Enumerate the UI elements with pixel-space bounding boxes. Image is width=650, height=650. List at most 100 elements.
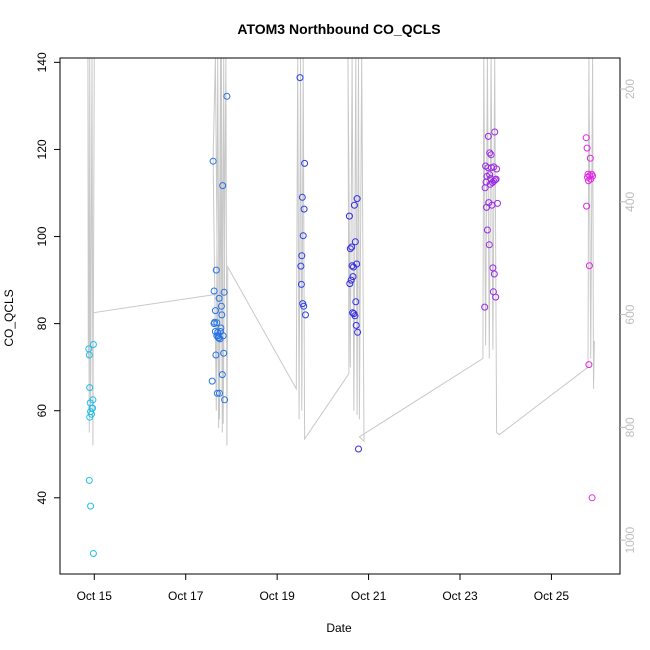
x-tick-label: Oct 17 <box>168 589 204 603</box>
data-point <box>353 195 361 203</box>
y-tick-label: 60 <box>35 404 49 418</box>
data-point <box>219 182 227 190</box>
data-point <box>348 262 356 270</box>
data-point <box>297 262 305 270</box>
data-point <box>493 165 501 173</box>
data-point <box>215 334 223 342</box>
data-point <box>353 260 361 268</box>
data-point <box>87 502 95 510</box>
right-tick-label: 200 <box>623 79 637 99</box>
data-point <box>490 270 498 278</box>
data-point <box>297 280 305 288</box>
data-point <box>89 550 97 557</box>
data-point <box>346 280 354 288</box>
data-point <box>215 294 223 302</box>
data-point <box>89 396 97 404</box>
data-point <box>585 361 593 369</box>
y-axis-label: CO_QCLS <box>2 289 16 346</box>
data-point <box>585 177 592 185</box>
data-point <box>211 328 219 335</box>
x-tick-label: Oct 15 <box>77 589 113 603</box>
data-point <box>89 341 97 348</box>
data-points <box>85 74 597 557</box>
data-point <box>220 349 228 357</box>
data-point <box>483 226 491 234</box>
data-point <box>585 262 593 270</box>
data-point <box>299 232 307 240</box>
y-tick-label: 140 <box>35 52 49 72</box>
data-point <box>211 307 219 315</box>
data-point <box>351 238 359 246</box>
data-point <box>490 177 498 185</box>
x-axis-label: Date <box>326 621 352 635</box>
data-point <box>491 128 499 136</box>
right-tick-label: 400 <box>623 191 637 211</box>
data-point <box>221 396 229 404</box>
data-point <box>218 371 226 379</box>
data-point <box>213 332 221 340</box>
data-point <box>586 172 594 180</box>
plot-box <box>59 57 621 575</box>
data-point <box>354 328 362 336</box>
y-tick-label: 80 <box>35 317 49 331</box>
data-point <box>223 92 231 100</box>
data-point <box>300 302 308 310</box>
data-point <box>485 241 493 249</box>
data-point <box>350 201 358 209</box>
x-tick-label: Oct 23 <box>442 589 478 603</box>
data-point <box>586 154 594 162</box>
data-point <box>588 494 596 502</box>
x-tick-label: Oct 21 <box>351 589 387 603</box>
data-point <box>582 134 590 142</box>
data-point <box>348 243 356 251</box>
data-point <box>486 149 494 157</box>
data-point <box>210 320 218 328</box>
data-point <box>209 157 217 165</box>
data-point <box>486 171 494 179</box>
axes: Oct 15 Oct 17 Oct 19 Oct 21 Oct 23 Oct 25 40 60… <box>35 52 637 603</box>
data-point <box>492 175 500 183</box>
data-point <box>481 303 489 311</box>
data-point <box>216 389 223 397</box>
y-tick-label: 100 <box>35 226 49 246</box>
data-point <box>296 74 304 82</box>
right-tick-label: 800 <box>623 417 637 437</box>
data-point <box>352 298 360 306</box>
data-point <box>300 205 308 213</box>
data-point <box>85 476 93 484</box>
data-point <box>346 245 354 253</box>
data-point <box>217 302 225 310</box>
data-point <box>212 266 220 274</box>
data-point <box>220 288 228 296</box>
data-point <box>589 172 597 180</box>
data-point <box>217 324 225 332</box>
y-tick-label: 40 <box>35 491 49 505</box>
data-point <box>86 384 94 392</box>
data-point <box>218 311 226 319</box>
x-tick-label: Oct 25 <box>534 589 570 603</box>
data-point <box>212 351 220 359</box>
data-point <box>88 404 96 412</box>
data-point <box>494 199 501 207</box>
data-point <box>351 312 359 320</box>
right-tick-label: 1000 <box>623 526 637 553</box>
data-point <box>298 193 306 201</box>
data-point <box>583 144 591 152</box>
data-point <box>355 445 362 453</box>
data-point <box>208 377 216 385</box>
data-point <box>301 159 309 167</box>
data-point <box>210 287 218 295</box>
data-point <box>298 252 306 260</box>
data-point <box>85 351 93 359</box>
data-point <box>352 321 360 329</box>
x-tick-label: Oct 19 <box>259 589 295 603</box>
right-tick-label: 600 <box>623 304 637 324</box>
data-point <box>487 151 495 159</box>
data-point <box>491 176 499 184</box>
data-point <box>302 311 309 319</box>
data-point <box>213 389 221 397</box>
data-point <box>349 273 357 281</box>
chart-title: ATOM3 Northbound CO_QCLS <box>237 21 440 37</box>
data-point <box>345 212 353 220</box>
